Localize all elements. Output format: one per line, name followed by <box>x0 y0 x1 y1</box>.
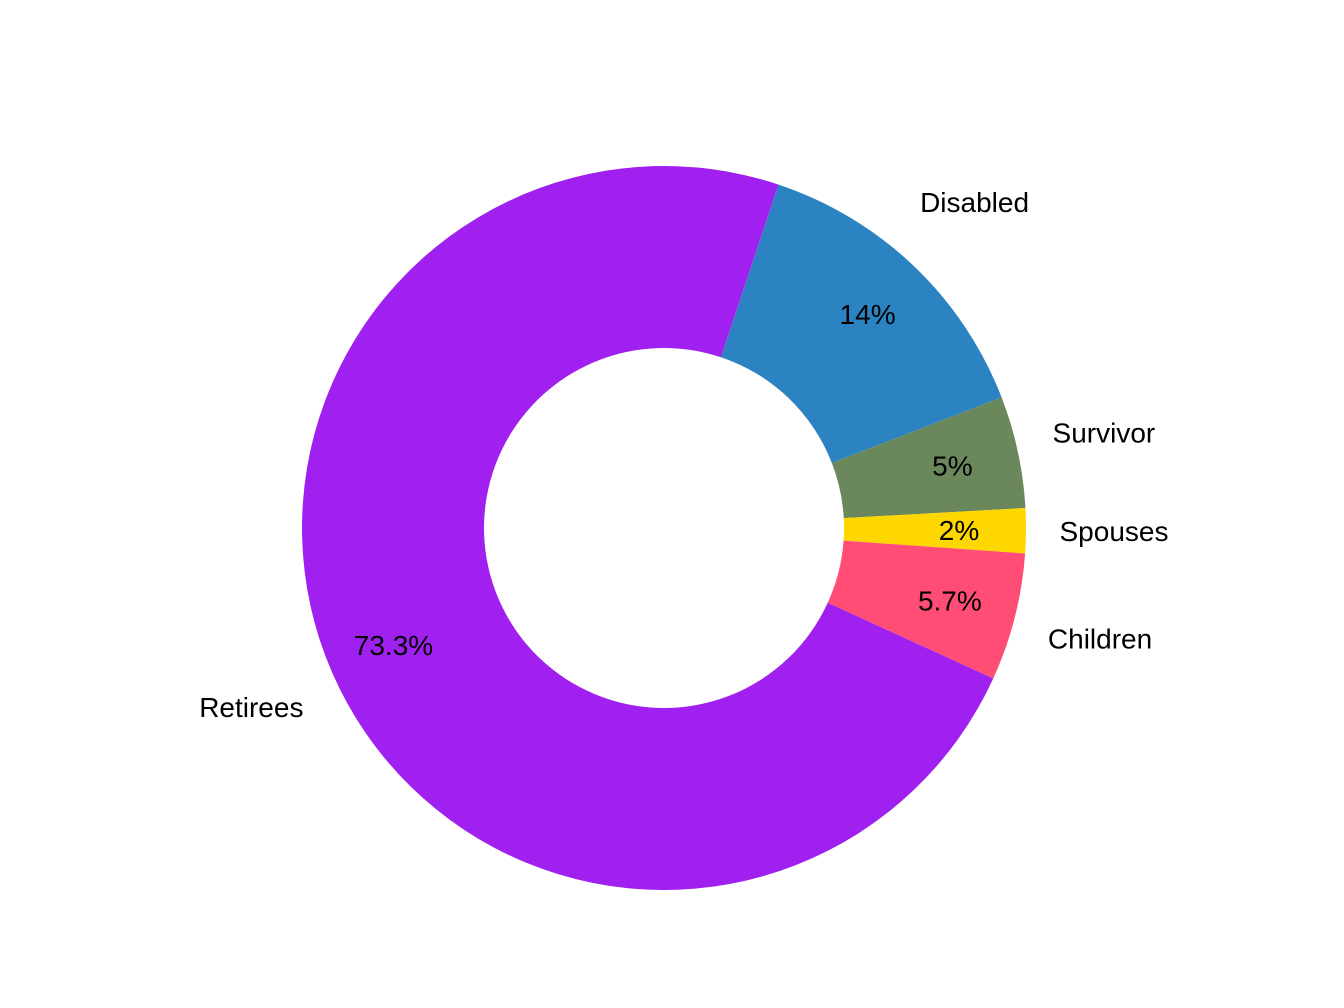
value-label-survivor: 5% <box>932 450 972 481</box>
category-label-children: Children <box>1048 624 1152 655</box>
category-label-disabled: Disabled <box>920 187 1029 218</box>
slices-layer <box>302 165 1026 890</box>
labels-layer: 14% Disabled 5% Survivor 2% Spouses 5.7% Childr… <box>199 187 1168 723</box>
value-label-children: 5.7% <box>918 585 982 616</box>
value-label-spouses: 2% <box>939 515 979 546</box>
slice-disabled <box>720 184 1002 464</box>
slice-spouses <box>843 508 1026 554</box>
value-label-retirees: 73.3% <box>354 630 433 661</box>
slice-retirees <box>302 165 994 890</box>
category-label-survivor: Survivor <box>1053 418 1156 449</box>
slice-children <box>827 540 1026 679</box>
value-label-disabled: 14% <box>840 299 896 330</box>
slice-survivor <box>831 397 1026 519</box>
category-label-spouses: Spouses <box>1060 516 1169 547</box>
category-label-retirees: Retirees <box>199 692 303 723</box>
